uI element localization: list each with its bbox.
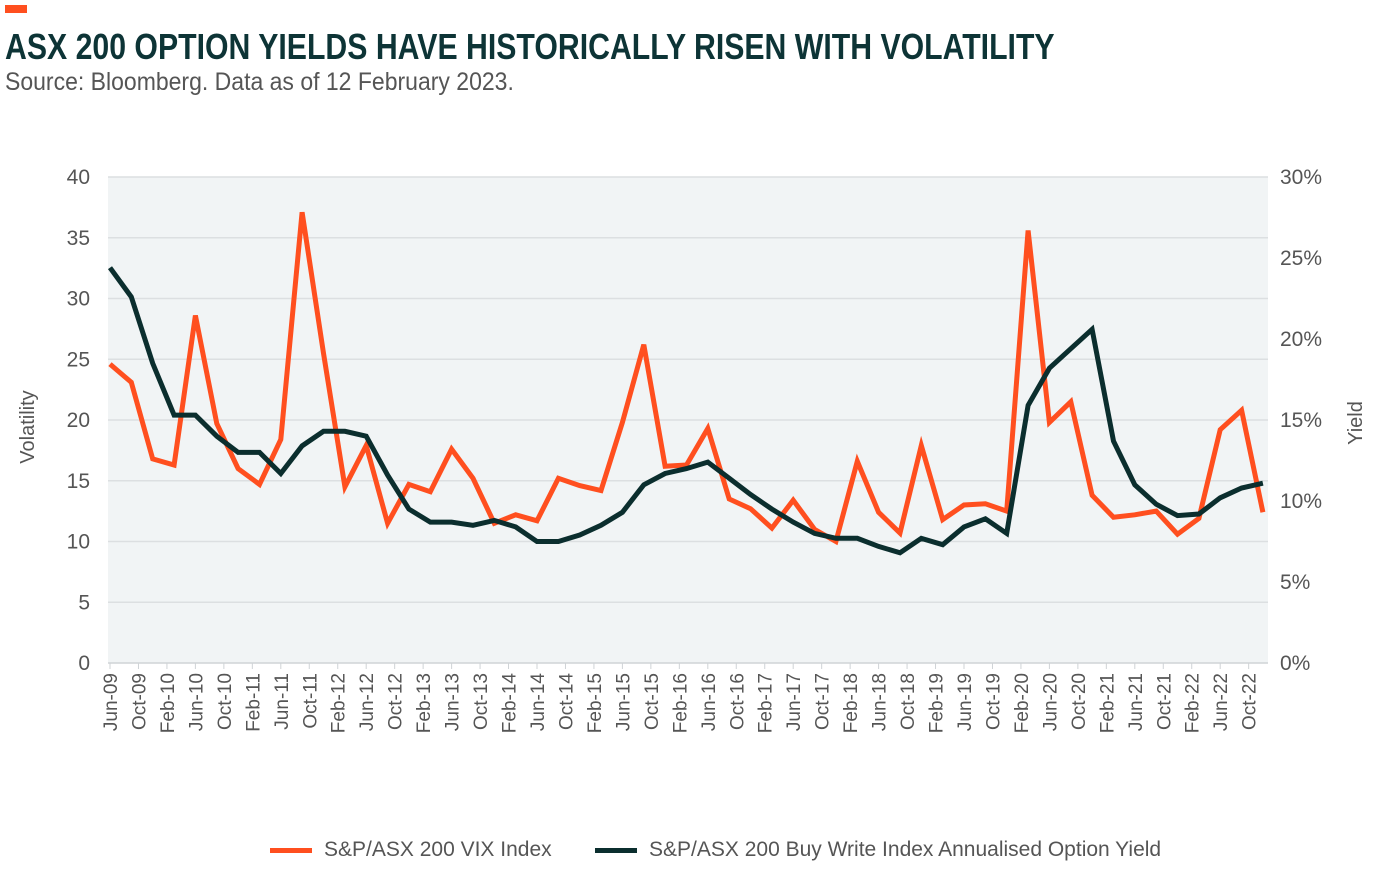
y2-tick-label: 5%	[1280, 571, 1310, 594]
x-tick-label: Oct-18	[898, 673, 919, 730]
x-tick-label: Feb-10	[158, 673, 179, 733]
legend-item-vix: S&P/ASX 200 VIX Index	[270, 838, 552, 862]
chart-subtitle: Source: Bloomberg. Data as of 12 Februar…	[5, 68, 514, 96]
x-tick-label: Feb-17	[756, 673, 777, 733]
x-tick-label: Feb-13	[414, 673, 435, 733]
y-tick-label: 5	[78, 591, 90, 614]
y-axis-title: Volatility	[17, 390, 39, 463]
x-tick-label: Jun-13	[443, 673, 464, 731]
legend-item-yield: S&P/ASX 200 Buy Write Index Annualised O…	[595, 838, 1161, 862]
x-tick-label: Jun-17	[784, 673, 805, 731]
legend-label-yield: S&P/ASX 200 Buy Write Index Annualised O…	[649, 838, 1162, 861]
x-tick-label: Feb-14	[500, 673, 521, 734]
x-tick-label: Oct-20	[1069, 673, 1090, 730]
x-tick-label: Feb-22	[1183, 673, 1204, 733]
x-tick-label: Feb-20	[1012, 673, 1033, 733]
y-tick-label: 30	[67, 288, 90, 311]
x-tick-label: Oct-22	[1240, 673, 1261, 730]
x-tick-label: Jun-09	[101, 673, 122, 731]
x-tick-label: Jun-22	[1211, 673, 1232, 731]
legend-swatch-yield	[595, 847, 637, 853]
x-tick-label: Feb-11	[243, 673, 264, 732]
x-tick-label: Jun-20	[1040, 673, 1061, 731]
y2-tick-label: 0%	[1280, 652, 1310, 675]
x-tick-label: Jun-21	[1126, 673, 1147, 731]
legend-swatch-vix	[270, 847, 312, 853]
x-tick-label: Jun-16	[699, 673, 720, 731]
x-tick-label: Oct-13	[471, 673, 492, 730]
x-tick-label: Feb-19	[927, 673, 948, 733]
x-tick-label: Oct-16	[727, 673, 748, 730]
y2-axis-title: Yield	[1345, 401, 1367, 445]
legend-label-vix: S&P/ASX 200 VIX Index	[324, 838, 552, 861]
x-tick-label: Oct-12	[386, 673, 407, 730]
x-tick-label: Jun-18	[870, 673, 891, 731]
x-tick-label: Feb-15	[585, 673, 606, 733]
y-tick-label: 35	[67, 227, 90, 250]
y2-tick-label: 30%	[1280, 166, 1322, 189]
x-tick-label: Jun-19	[955, 673, 976, 731]
y2-tick-label: 10%	[1280, 490, 1322, 513]
x-tick-label: Feb-18	[841, 673, 862, 733]
y2-tick-label: 25%	[1280, 247, 1322, 270]
x-tick-label: Oct-17	[813, 673, 834, 730]
y-tick-label: 15	[67, 470, 90, 493]
x-tick-label: Oct-14	[556, 673, 577, 730]
y-tick-label: 40	[67, 166, 90, 189]
x-tick-label: Oct-21	[1154, 673, 1175, 730]
accent-bar	[5, 5, 27, 13]
x-tick-label: Jun-12	[357, 673, 378, 731]
y-tick-label: 0	[78, 652, 90, 675]
x-tick-label: Oct-10	[215, 673, 236, 730]
y-tick-label: 25	[67, 348, 90, 371]
y2-tick-label: 20%	[1280, 328, 1322, 351]
x-tick-label: Jun-14	[528, 673, 549, 732]
x-tick-label: Jun-15	[613, 673, 634, 731]
x-tick-label: Oct-11	[300, 673, 321, 729]
x-tick-label: Feb-16	[670, 673, 691, 733]
y-tick-label: 20	[67, 409, 90, 432]
x-tick-label: Jun-10	[186, 673, 207, 731]
x-tick-label: Feb-21	[1097, 673, 1118, 733]
x-tick-label: Oct-15	[642, 673, 663, 730]
y-tick-label: 10	[67, 531, 90, 554]
x-tick-label: Oct-19	[983, 673, 1004, 730]
x-tick-label: Oct-09	[129, 673, 150, 730]
x-tick-label: Jun-11	[272, 673, 293, 730]
x-tick-label: Feb-12	[329, 673, 350, 733]
y2-tick-label: 15%	[1280, 409, 1322, 432]
chart-title: ASX 200 OPTION YIELDS HAVE HISTORICALLY …	[5, 26, 1055, 67]
